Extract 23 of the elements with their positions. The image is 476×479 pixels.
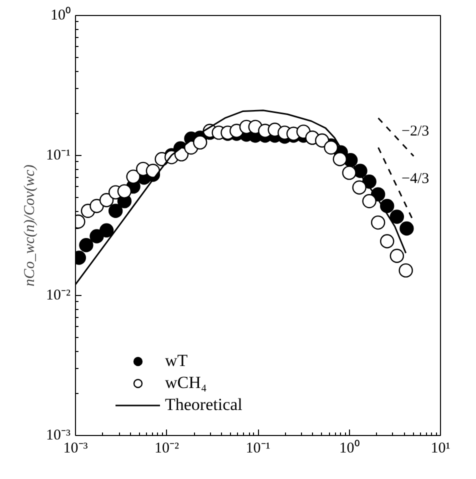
legend-label: wT xyxy=(165,351,188,371)
point xyxy=(146,164,160,178)
point xyxy=(79,238,94,252)
point xyxy=(90,229,104,244)
point xyxy=(108,204,123,218)
point xyxy=(193,135,208,150)
legend-label: wCH₄ xyxy=(165,373,207,393)
x-tick-label: 10¹ xyxy=(430,440,450,456)
x-tick-label: 10⁻² xyxy=(154,440,180,456)
legend-label: Theoretical xyxy=(165,395,242,415)
y-axis-title: nCo_wc(n)/Cov(wc) xyxy=(22,164,38,286)
point xyxy=(332,152,348,166)
x-tick-label: 10⁻³ xyxy=(63,440,88,456)
annotation: −4/3 xyxy=(402,170,430,187)
x-tick-label: 10⁰ xyxy=(339,440,360,456)
annotation: −2/3 xyxy=(402,123,430,140)
y-tick-label: 10⁰ xyxy=(50,6,70,24)
point xyxy=(99,223,114,238)
y-tick-label: 10⁻³ xyxy=(46,428,72,444)
point xyxy=(117,184,132,198)
x-tick-label: 10⁻¹ xyxy=(246,440,270,456)
y-tick-label: 10⁻² xyxy=(46,288,72,304)
y-tick-label: 10⁻¹ xyxy=(46,148,71,164)
